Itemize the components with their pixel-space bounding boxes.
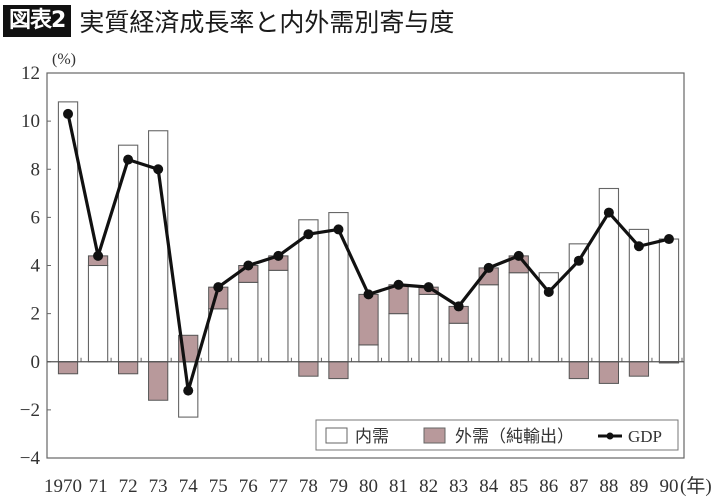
- domestic-bar: [238, 281, 259, 363]
- legend: 内需 外需（純輸出） GDP: [315, 419, 679, 451]
- gdp-point: [273, 250, 284, 261]
- domestic-bar: [388, 313, 409, 363]
- domestic-bar: [268, 269, 289, 363]
- x-tick-label: 78: [299, 476, 318, 497]
- gdp-point: [543, 286, 554, 297]
- gdp-point: [303, 229, 314, 240]
- y-axis-unit: (%): [52, 51, 76, 68]
- y-tick-label: 8: [31, 159, 41, 180]
- y-axis: 12 10 8 6 4 2 0 −2 −4: [20, 63, 51, 469]
- domestic-bar: [298, 219, 319, 363]
- external-bar: [57, 361, 79, 375]
- gdp-point: [333, 224, 344, 235]
- x-tick-label: 87: [569, 476, 588, 497]
- gdp-point: [243, 260, 254, 271]
- y-tick-label: 0: [31, 352, 41, 373]
- legend-domestic-label: 内需: [355, 427, 389, 446]
- gdp-point: [603, 207, 614, 218]
- x-tick-label: 71: [89, 476, 108, 497]
- y-tick-label: 6: [31, 207, 41, 228]
- domestic-bar: [448, 322, 469, 363]
- x-tick-label: 77: [269, 476, 288, 497]
- plot-frame: [46, 72, 685, 459]
- x-tick-label: 85: [509, 476, 528, 497]
- gdp-point: [93, 250, 104, 261]
- gdp-point: [423, 282, 434, 293]
- external-bar: [328, 361, 349, 380]
- external-bar: [298, 361, 319, 377]
- domestic-bar: [658, 238, 680, 363]
- y-tick-label: −2: [20, 400, 40, 421]
- gdp-point: [213, 282, 224, 293]
- domestic-bar: [508, 272, 529, 363]
- gdp-point: [153, 164, 164, 175]
- x-tick-label: 72: [119, 476, 138, 497]
- gdp-point: [453, 301, 464, 312]
- x-tick-label: 88: [599, 476, 618, 497]
- legend-gdp-marker-icon: [606, 432, 614, 440]
- domestic-bar: [478, 284, 499, 363]
- x-tick-label: 1970: [44, 476, 82, 497]
- x-tick-label: 80: [359, 476, 378, 497]
- external-bar: [598, 361, 619, 384]
- figure-badge: 図表2: [3, 5, 72, 37]
- legend-external-label: 外需（純輸出）: [455, 427, 574, 446]
- gdp-point: [573, 255, 584, 266]
- x-tick-label: 82: [419, 476, 438, 497]
- legend-domestic-swatch: [325, 427, 348, 444]
- external-bar: [628, 361, 650, 377]
- x-axis-unit: (年): [680, 475, 712, 497]
- x-tick-label: 86: [539, 476, 558, 497]
- gdp-point: [393, 279, 404, 290]
- chart-header: 図表2 実質経済成長率と内外需別寄与度: [3, 4, 454, 38]
- y-tick-label: 2: [31, 304, 41, 325]
- gdp-point: [123, 154, 134, 165]
- domestic-bar: [418, 293, 439, 363]
- gdp-point: [663, 234, 674, 245]
- gdp-point: [63, 108, 74, 119]
- chart-title: 実質経済成長率と内外需別寄与度: [79, 8, 455, 37]
- gdp-point: [633, 241, 644, 252]
- legend-gdp-label: GDP: [628, 427, 662, 446]
- y-tick-label: 10: [21, 111, 40, 132]
- x-tick-label: 79: [329, 476, 348, 497]
- y-tick-label: −4: [20, 448, 41, 469]
- domestic-bar: [87, 264, 109, 363]
- gdp-point: [183, 385, 194, 396]
- x-tick-label: 90: [659, 476, 678, 497]
- y-tick-label: 4: [31, 256, 41, 277]
- gdp-point: [363, 289, 374, 300]
- gdp-point: [513, 250, 524, 261]
- external-bar: [148, 361, 169, 401]
- bar-series: [57, 101, 683, 418]
- domestic-bar: [208, 308, 229, 363]
- gdp-point: [483, 262, 494, 273]
- x-tick-label: 75: [209, 476, 228, 497]
- domestic-bar: [328, 212, 349, 363]
- external-bar: [358, 293, 379, 346]
- gdp-line-series: [63, 108, 674, 396]
- x-tick-label: 83: [449, 476, 468, 497]
- x-tick-label: 81: [389, 476, 408, 497]
- domestic-bar: [358, 344, 379, 363]
- x-axis: 1970 71 72 73 74 75 76 77 78 79 80 81 82 83 84 85 86 87 88…: [44, 476, 678, 497]
- x-tick-label: 76: [239, 476, 258, 497]
- x-tick-label: 74: [179, 476, 199, 497]
- x-tick-label: 73: [149, 476, 168, 497]
- external-bar: [118, 361, 139, 375]
- legend-external-swatch: [423, 427, 446, 444]
- y-tick-label: 12: [21, 63, 40, 84]
- external-bar: [568, 361, 589, 380]
- x-tick-label: 89: [629, 476, 648, 497]
- x-tick-label: 84: [479, 476, 499, 497]
